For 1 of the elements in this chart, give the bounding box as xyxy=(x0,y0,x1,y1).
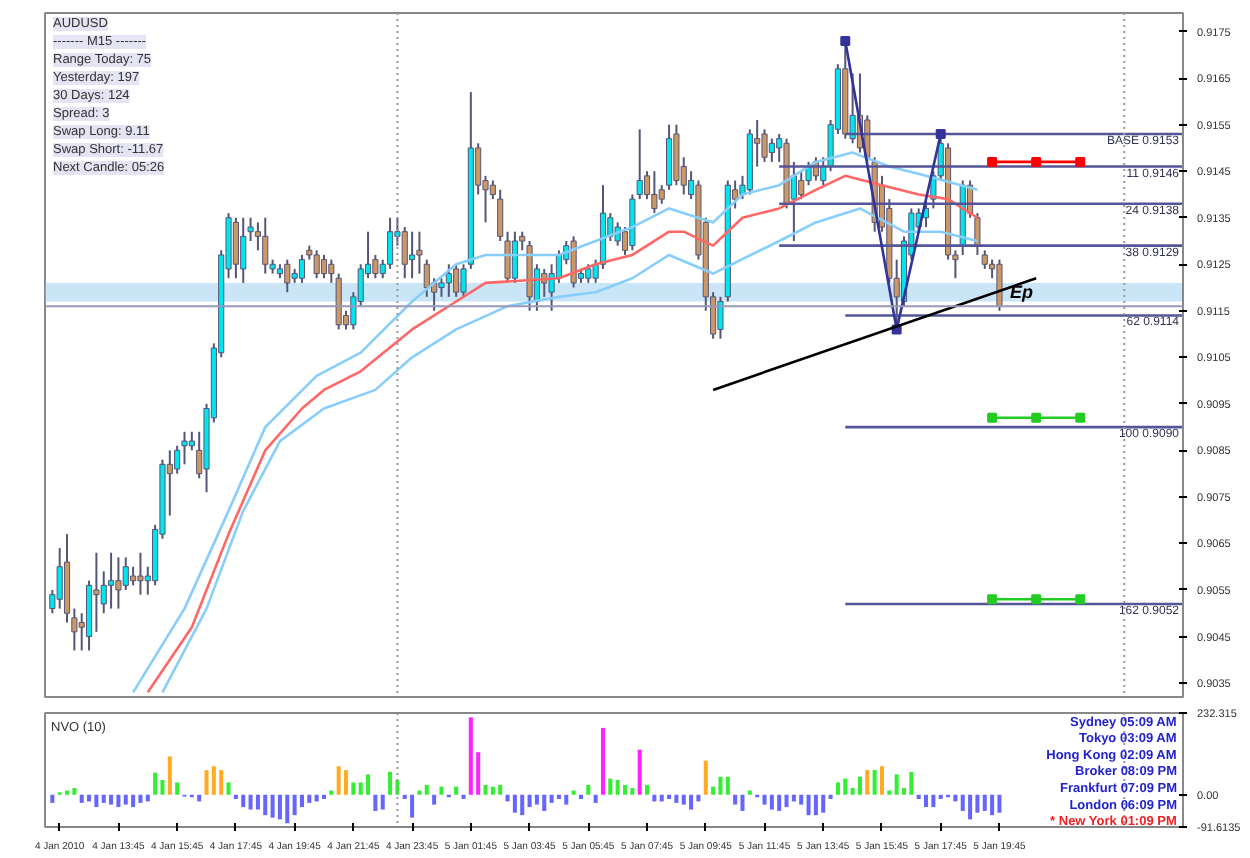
annotation: Ep xyxy=(1009,282,1034,303)
